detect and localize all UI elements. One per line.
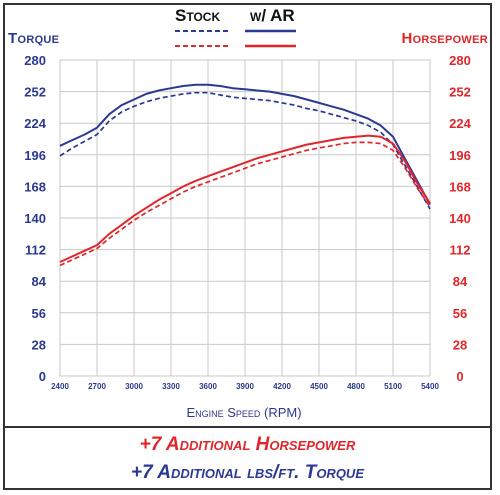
left-axis-title: Torque	[8, 30, 60, 47]
torque-stock-line	[59, 91, 431, 210]
left-tick-label: 280	[24, 53, 46, 68]
performance-chart: 2400 2700 3000 3300 3600 3900 4200 4500 4800 5100…	[24, 29, 472, 420]
left-tick-label: 196	[24, 148, 46, 163]
grid	[59, 59, 431, 377]
left-tick-label: 140	[24, 211, 46, 226]
x-tick-label: 2400	[51, 382, 69, 391]
right-tick-label: 0	[456, 369, 463, 384]
torque-gain-text: +7 Additional lbs/ft. Torque	[130, 462, 364, 483]
left-tick-label: 0	[39, 369, 46, 384]
tick-labels: 2400 2700 3000 3300 3600 3900 4200 4500 4800 5100…	[24, 53, 471, 391]
right-tick-label: 280	[449, 53, 471, 68]
right-tick-label: 196	[449, 148, 471, 163]
left-tick-label: 28	[32, 337, 46, 352]
torque-w-ar-line	[59, 83, 431, 205]
x-tick-label: 5400	[421, 382, 439, 391]
x-tick-label: 3900	[236, 382, 254, 391]
right-axis-title: Horsepower	[401, 30, 488, 47]
right-tick-label: 252	[449, 85, 471, 100]
right-tick-label: 84	[453, 274, 468, 289]
left-tick-label: 252	[24, 85, 46, 100]
right-tick-label: 28	[453, 337, 467, 352]
right-tick-label: 224	[449, 116, 471, 131]
horsepower-w-ar-line	[59, 134, 431, 263]
x-tick-label: 4200	[273, 382, 291, 391]
x-tick-label: 3000	[125, 382, 143, 391]
right-tick-label: 168	[449, 179, 471, 194]
x-tick-label: 5100	[384, 382, 402, 391]
horsepower-stock-line	[59, 141, 431, 267]
right-tick-label: 56	[453, 306, 467, 321]
summary-box: +7 Additional Horsepower +7 Additional l…	[3, 426, 492, 492]
right-tick-label: 140	[449, 211, 471, 226]
left-tick-label: 168	[24, 179, 46, 194]
left-tick-label: 84	[32, 274, 47, 289]
x-tick-label: 3300	[162, 382, 180, 391]
hp-gain-text: +7 Additional Horsepower	[139, 434, 356, 455]
x-tick-label: 4500	[310, 382, 328, 391]
legend-ar-label: w/ AR	[250, 6, 295, 25]
series-lines	[59, 83, 431, 267]
chart-frame	[3, 3, 492, 490]
left-tick-label: 112	[25, 243, 46, 258]
x-tick-label: 2700	[88, 382, 106, 391]
left-tick-label: 56	[32, 306, 46, 321]
x-axis-label: Engine Speed (RPM)	[186, 405, 301, 420]
x-tick-label: 3600	[199, 382, 217, 391]
left-tick-label: 224	[24, 116, 46, 131]
legend-stock-label: Stock	[175, 6, 221, 25]
legend-lines	[175, 29, 296, 48]
x-tick-label: 4800	[347, 382, 365, 391]
right-tick-label: 112	[450, 243, 471, 258]
